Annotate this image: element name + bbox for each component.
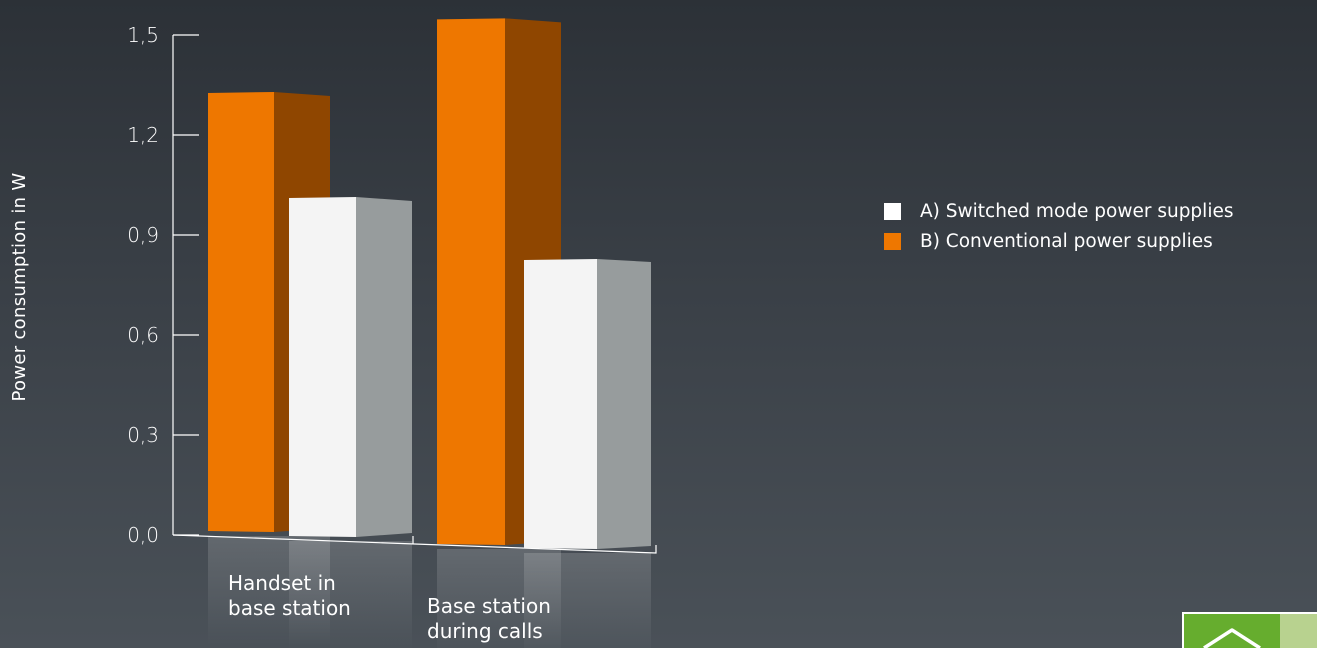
bar-reflection: [289, 541, 412, 648]
y-axis: 0,0 0,3 0,6 0,9 1,2 1,5: [127, 23, 657, 554]
y-tick-label: 0,9: [127, 223, 159, 247]
bar: [208, 92, 274, 532]
bar: [289, 197, 356, 537]
bar: [524, 259, 597, 549]
bar: [437, 18, 505, 546]
category-labels: Handset in base station Base station during…: [228, 571, 551, 643]
y-axis-label: Power consumption in W: [9, 173, 30, 402]
legend-swatch-conventional: [884, 232, 901, 250]
y-tick-label: 0,0: [127, 523, 159, 547]
legend-item-switched: A) Switched mode power supplies: [884, 196, 1233, 226]
category-label: Handset in base station: [228, 571, 351, 620]
bars: [208, 18, 651, 549]
category-label: Base station during calls: [427, 594, 551, 643]
bar-reflections: [208, 536, 651, 648]
legend: A) Switched mode power supplies B) Conve…: [884, 196, 1233, 256]
y-tick-label: 1,2: [127, 123, 159, 147]
y-tick-label: 0,6: [127, 323, 159, 347]
bar-side: [597, 259, 651, 549]
y-tick-label: 0,3: [127, 423, 159, 447]
legend-swatch-switched: [884, 202, 901, 220]
home-button[interactable]: [1182, 612, 1280, 648]
legend-item-conventional: B) Conventional power supplies: [884, 226, 1233, 256]
side-button[interactable]: [1280, 612, 1317, 648]
y-tick-label: 1,5: [127, 23, 159, 47]
legend-label-conventional: B) Conventional power supplies: [920, 230, 1213, 252]
home-icon: [1203, 628, 1261, 648]
legend-label-switched: A) Switched mode power supplies: [920, 200, 1234, 222]
bar-reflection: [524, 553, 651, 648]
bar-side: [356, 197, 412, 537]
x-axis-line: [172, 534, 657, 554]
